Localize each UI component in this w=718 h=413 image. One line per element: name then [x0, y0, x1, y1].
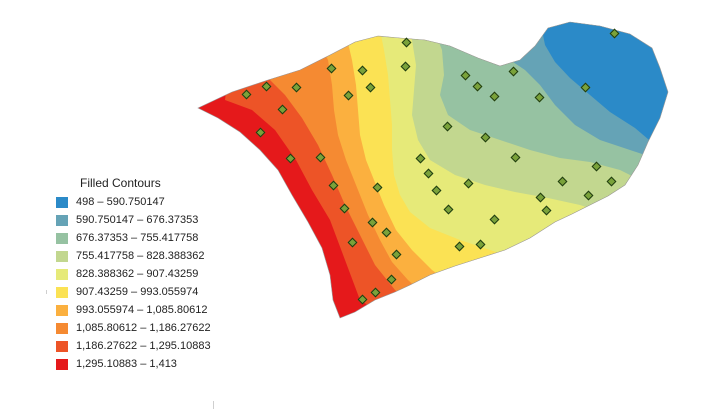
legend-swatch — [56, 286, 68, 298]
legend-label: 907.43259 – 993.055974 — [76, 286, 199, 298]
legend-item: 1,085.80612 – 1,186.27622 — [56, 320, 211, 336]
legend-label: 498 – 590.750147 — [76, 196, 165, 208]
legend-swatch — [56, 250, 68, 262]
legend-item: 1,186.27622 – 1,295.10883 — [56, 338, 211, 354]
frame-corner-mark — [46, 290, 47, 294]
legend: Filled Contours 498 – 590.750147 590.7501… — [56, 176, 211, 372]
legend-label: 590.750147 – 676.37353 — [76, 214, 199, 226]
contour-bands — [198, 22, 668, 318]
legend-rows: 498 – 590.750147 590.750147 – 676.37353 67… — [56, 194, 211, 372]
legend-swatch — [56, 358, 68, 370]
legend-swatch — [56, 322, 68, 334]
legend-item: 907.43259 – 993.055974 — [56, 284, 211, 300]
legend-label: 1,085.80612 – 1,186.27622 — [76, 322, 211, 334]
frame-bottom-mark — [213, 401, 214, 409]
legend-item: 498 – 590.750147 — [56, 194, 211, 210]
legend-swatch — [56, 340, 68, 352]
legend-item: 676.37353 – 755.417758 — [56, 230, 211, 246]
legend-item: 590.750147 – 676.37353 — [56, 212, 211, 228]
legend-item: 828.388362 – 907.43259 — [56, 266, 211, 282]
legend-label: 993.055974 – 1,085.80612 — [76, 304, 208, 316]
legend-swatch — [56, 196, 68, 208]
legend-label: 1,295.10883 – 1,413 — [76, 358, 177, 370]
legend-swatch — [56, 268, 68, 280]
legend-label: 828.388362 – 907.43259 — [76, 268, 199, 280]
legend-item: 993.055974 – 1,085.80612 — [56, 302, 211, 318]
legend-label: 1,186.27622 – 1,295.10883 — [76, 340, 211, 352]
legend-item: 755.417758 – 828.388362 — [56, 248, 211, 264]
legend-label: 755.417758 – 828.388362 — [76, 250, 205, 262]
legend-swatch — [56, 214, 68, 226]
legend-item: 1,295.10883 – 1,413 — [56, 356, 211, 372]
legend-label: 676.37353 – 755.417758 — [76, 232, 199, 244]
legend-title: Filled Contours — [80, 176, 161, 190]
basin-outline — [197, 21, 669, 319]
legend-swatch — [56, 232, 68, 244]
legend-swatch — [56, 304, 68, 316]
